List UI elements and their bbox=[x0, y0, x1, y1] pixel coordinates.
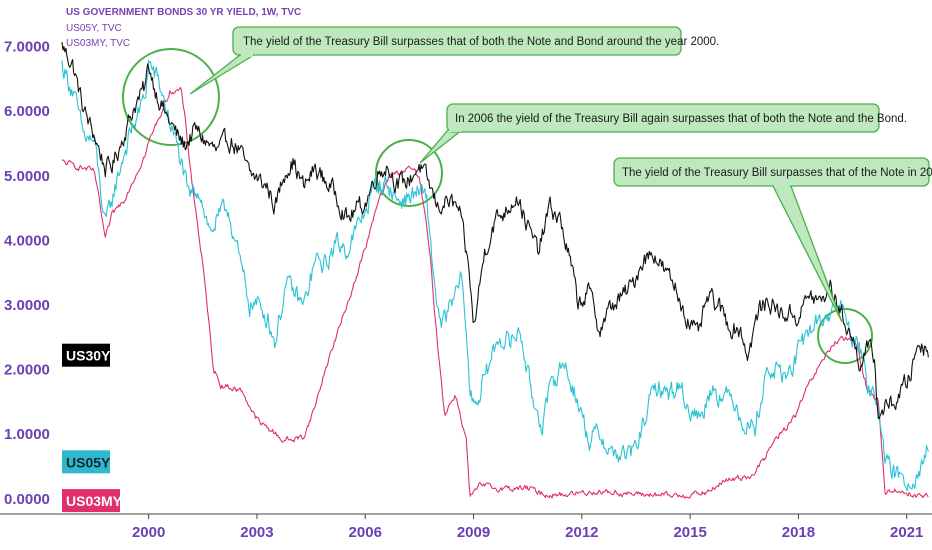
y-tick-label: 3.0000 bbox=[4, 297, 50, 314]
x-tick-label: 2000 bbox=[132, 524, 165, 541]
chart-header-us05y: US05Y, TVC bbox=[66, 23, 122, 34]
x-tick-label: 2018 bbox=[782, 524, 815, 541]
highlight-circle-2019 bbox=[817, 308, 873, 364]
x-tick-label: 2021 bbox=[890, 524, 923, 541]
series-layer bbox=[61, 42, 929, 499]
highlight-circle-2006 bbox=[375, 139, 443, 207]
x-tick-label: 2003 bbox=[240, 524, 273, 541]
series-tag-us30y: US30Y bbox=[62, 343, 111, 367]
series-tag-label: US30Y bbox=[66, 348, 111, 364]
annotation-2006: In 2006 the yield of the Treasury Bill a… bbox=[455, 113, 907, 125]
series-tag-label: US05Y bbox=[66, 454, 111, 470]
annotation-2000: The yield of the Treasury Bill surpasses… bbox=[243, 36, 719, 48]
series-line-us30y bbox=[61, 42, 929, 419]
series-tags: US30Y US05Y US03MY bbox=[62, 343, 123, 513]
series-tag-bg bbox=[62, 450, 110, 474]
callout-2000: The yield of the Treasury Bill surpasses… bbox=[189, 26, 719, 95]
x-tick-label: 2009 bbox=[457, 524, 490, 541]
callout-pointer-2000 bbox=[189, 54, 257, 95]
y-tick-label: 2.0000 bbox=[4, 362, 50, 379]
chart-header-us03my: US03MY, TVC bbox=[66, 38, 131, 49]
y-tick-label: 5.0000 bbox=[4, 168, 50, 185]
highlight-circle-2000 bbox=[122, 48, 220, 146]
callout-box-2019 bbox=[613, 157, 930, 187]
x-tick-label: 2012 bbox=[565, 524, 598, 541]
y-axis: 0.0000 1.0000 2.0000 3.0000 4.0000 5.0000 6.00… bbox=[4, 39, 50, 508]
callout-pointer-2019 bbox=[771, 185, 843, 323]
highlight-circles bbox=[122, 48, 873, 364]
series-line-us05y bbox=[61, 59, 929, 492]
callout-box-2006 bbox=[446, 103, 880, 133]
x-tick-label: 2006 bbox=[349, 524, 382, 541]
x-axis: 2000 2003 2006 2009 2012 2015 2018 2021 bbox=[132, 514, 923, 541]
x-tick-label: 2015 bbox=[673, 524, 706, 541]
y-tick-label: 6.0000 bbox=[4, 103, 50, 120]
annotation-2019: The yield of the Treasury Bill surpasses… bbox=[622, 167, 932, 179]
callouts: The yield of the Treasury Bill surpasses… bbox=[189, 26, 932, 323]
callout-2006: In 2006 the yield of the Treasury Bill a… bbox=[419, 103, 907, 164]
callout-box-2000 bbox=[232, 26, 682, 56]
y-tick-label: 4.0000 bbox=[4, 232, 50, 249]
series-tag-us05y: US05Y bbox=[62, 450, 111, 474]
y-tick-label: 0.0000 bbox=[4, 491, 50, 508]
y-tick-label: 7.0000 bbox=[4, 39, 50, 56]
chart-header-title: US GOVERNMENT BONDS 30 YR YIELD, 1W, TVC bbox=[66, 7, 302, 18]
series-tag-bg bbox=[62, 489, 120, 513]
callout-2019: The yield of the Treasury Bill surpasses… bbox=[613, 157, 932, 323]
series-tag-us03my: US03MY bbox=[62, 489, 123, 513]
series-line-us03my bbox=[61, 86, 929, 499]
series-tag-bg bbox=[62, 343, 110, 367]
series-tag-label: US03MY bbox=[66, 493, 123, 509]
y-tick-label: 1.0000 bbox=[4, 426, 50, 443]
callout-pointer-2006 bbox=[419, 129, 464, 164]
